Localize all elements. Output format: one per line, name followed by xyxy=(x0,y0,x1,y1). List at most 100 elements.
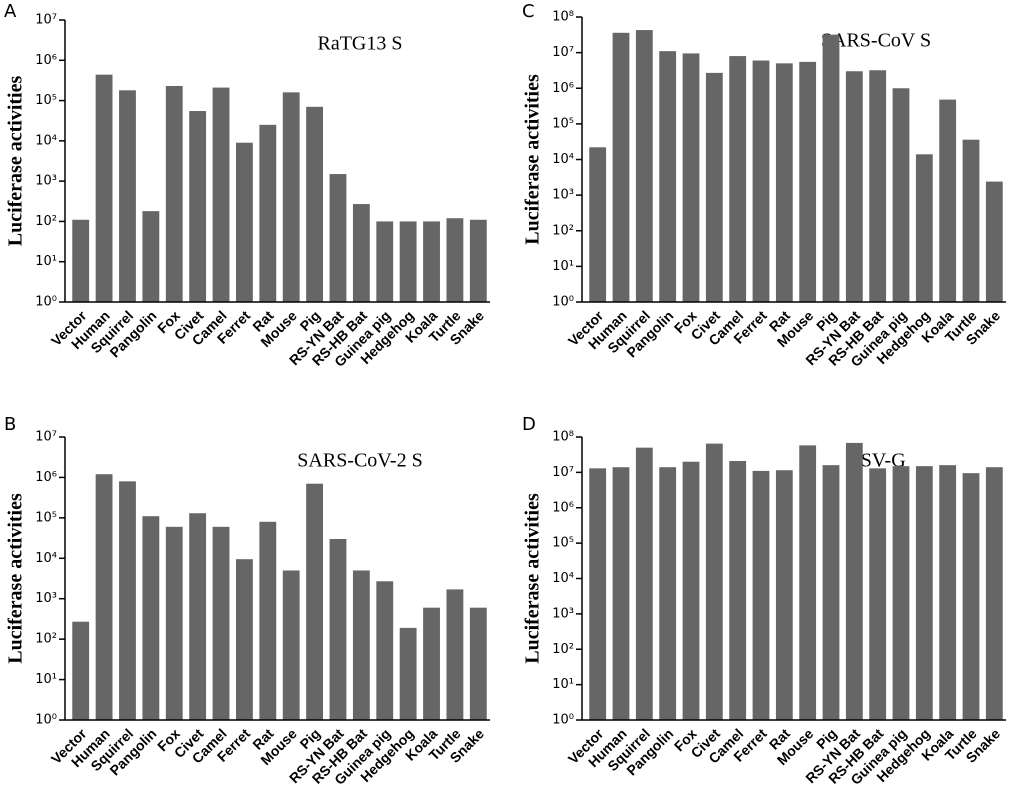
bar xyxy=(589,147,607,302)
y-tick-label: 10⁶ xyxy=(35,470,57,485)
bar xyxy=(939,465,957,720)
y-tick-label: 10⁷ xyxy=(552,465,574,480)
bar xyxy=(329,538,347,720)
y-tick-label: 10² xyxy=(552,642,574,657)
bar xyxy=(376,221,394,302)
bar xyxy=(775,470,793,720)
bar xyxy=(635,447,653,720)
y-axis-label: Luciferase activities xyxy=(522,74,544,245)
y-axis-label: Luciferase activities xyxy=(522,493,544,664)
bar xyxy=(939,99,957,303)
bar xyxy=(165,85,183,302)
bar xyxy=(142,516,160,720)
bar xyxy=(423,221,440,302)
y-tick-label: 10⁰ xyxy=(552,295,574,310)
bar xyxy=(612,467,630,720)
bar xyxy=(775,63,793,302)
y-tick-label: 10⁶ xyxy=(552,500,574,515)
y-tick-label: 10⁰ xyxy=(552,713,574,728)
panel-letter: C xyxy=(522,1,535,22)
bar xyxy=(729,56,747,302)
y-tick-label: 10⁰ xyxy=(35,713,57,728)
y-axis-label: Luciferase activities xyxy=(5,493,27,664)
y-tick-label: 10⁴ xyxy=(35,551,57,566)
y-tick-label: 10¹ xyxy=(35,254,57,269)
y-tick-label: 10⁷ xyxy=(552,45,574,60)
y-tick-label: 10¹ xyxy=(552,677,574,692)
bar xyxy=(259,124,277,303)
y-tick-label: 10¹ xyxy=(35,672,57,687)
bar xyxy=(165,526,183,720)
y-tick-label: 10⁰ xyxy=(35,295,57,310)
bar xyxy=(469,219,487,302)
bar xyxy=(705,72,723,303)
bar xyxy=(212,526,230,720)
bar xyxy=(822,34,840,303)
bar xyxy=(376,581,394,720)
bar xyxy=(799,445,817,720)
y-tick-label: 10¹ xyxy=(552,259,574,274)
bar xyxy=(915,154,933,302)
bar xyxy=(423,607,440,720)
bar xyxy=(399,221,417,302)
y-tick-label: 10⁴ xyxy=(552,571,574,586)
y-tick-label: 10⁵ xyxy=(35,510,57,525)
bar xyxy=(845,442,863,720)
bar xyxy=(635,30,653,303)
bar xyxy=(985,467,1003,720)
y-tick-label: 10⁵ xyxy=(552,536,574,551)
bar xyxy=(682,461,700,720)
bar xyxy=(869,70,887,302)
y-tick-label: 10⁶ xyxy=(35,53,57,68)
y-tick-label: 10² xyxy=(35,214,57,229)
bar xyxy=(72,621,90,720)
y-tick-label: 10⁵ xyxy=(552,116,574,131)
bar xyxy=(705,443,723,720)
bar xyxy=(659,51,677,302)
bar xyxy=(189,513,207,720)
bar xyxy=(119,481,136,720)
y-tick-label: 10⁴ xyxy=(35,133,57,148)
bar xyxy=(352,204,370,302)
y-tick-label: 10⁸ xyxy=(552,10,574,25)
chart-title: SARS-CoV-2 S xyxy=(297,450,422,472)
bar xyxy=(446,589,464,720)
bar xyxy=(845,71,863,302)
y-axis-label: Luciferase activities xyxy=(5,76,27,247)
bar xyxy=(799,61,817,303)
bar xyxy=(469,607,487,720)
y-tick-label: 10² xyxy=(552,223,574,238)
bar xyxy=(589,468,607,720)
panel-letter: D xyxy=(522,414,536,435)
bar xyxy=(95,74,113,302)
y-tick-label: 10⁷ xyxy=(35,13,57,28)
bar xyxy=(962,473,980,720)
y-tick-label: 10³ xyxy=(35,591,57,606)
bar xyxy=(235,142,253,302)
chart-title: SARS-CoV S xyxy=(821,30,931,52)
bar xyxy=(329,174,347,302)
chart-title: RaTG13 S xyxy=(318,33,403,55)
bar xyxy=(612,32,630,302)
bar xyxy=(869,468,887,720)
y-tick-label: 10⁸ xyxy=(552,430,574,445)
bar xyxy=(259,521,277,720)
y-tick-label: 10³ xyxy=(35,174,57,189)
bar xyxy=(282,570,300,720)
bar xyxy=(235,559,253,720)
bar xyxy=(142,211,160,302)
y-tick-label: 10⁵ xyxy=(35,93,57,108)
bar xyxy=(119,90,136,302)
bar xyxy=(189,111,207,303)
y-tick-label: 10⁶ xyxy=(552,81,574,96)
bar xyxy=(729,460,747,720)
panel-letter: A xyxy=(4,1,17,22)
bar xyxy=(822,465,840,720)
y-tick-label: 10⁴ xyxy=(552,152,574,167)
y-tick-label: 10² xyxy=(35,632,57,647)
panel-letter: B xyxy=(4,414,16,435)
bar xyxy=(752,60,770,302)
y-tick-label: 10³ xyxy=(552,606,574,621)
y-tick-label: 10⁷ xyxy=(35,430,57,445)
